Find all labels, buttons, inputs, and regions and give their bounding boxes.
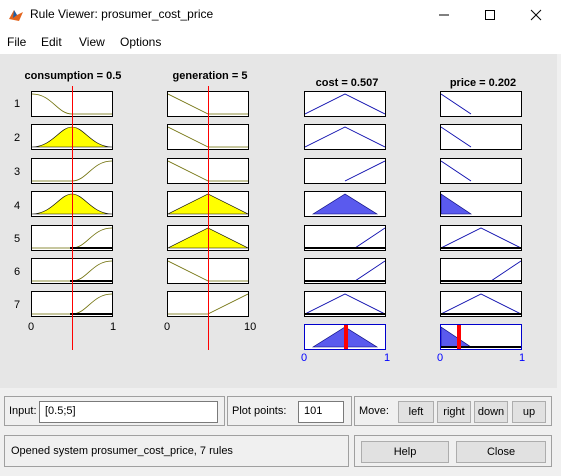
input-group: Input: [0.5;5] [4,396,225,426]
generation-input-marker[interactable] [208,86,209,350]
minimize-icon [439,14,449,16]
price-rule7-plot[interactable] [440,291,522,317]
vertical-edge [557,54,561,388]
consumption-axis-min: 0 [28,321,35,333]
price-rule6-plot[interactable] [440,258,522,284]
close-window-button[interactable] [513,0,559,30]
generation-title: generation = 5 [172,70,248,82]
cost-rule6-plot[interactable] [304,258,386,284]
plot-points-field[interactable]: 101 [298,401,344,423]
cost-rule2-plot[interactable] [304,124,386,150]
move-up-button[interactable]: up [512,401,546,423]
cost-rule5-plot[interactable] [304,225,386,251]
menu-file[interactable]: File [7,35,27,49]
rule-number: 2 [14,132,21,144]
cost-rule3-plot[interactable] [304,158,386,184]
cost-rule7-plot[interactable] [304,291,386,317]
rule-number: 5 [14,233,21,245]
move-right-button[interactable]: right [437,401,471,423]
cost-aggregate-plot[interactable] [304,324,386,350]
move-down-button[interactable]: down [474,401,508,423]
consumption-axis-max: 1 [110,321,117,333]
price-rule1-plot[interactable] [440,91,522,117]
menu-view[interactable]: View [79,35,105,49]
generation-axis-min: 0 [164,321,171,333]
consumption-title: consumption = 0.5 [24,70,122,82]
cost-rule4-plot[interactable] [304,191,386,217]
close-icon [530,9,542,21]
price-rule4-plot[interactable] [440,191,522,217]
cost-axis-min: 0 [301,352,308,364]
price-aggregate-plot[interactable] [440,324,522,350]
window-title: Rule Viewer: prosumer_cost_price [30,7,214,21]
price-axis-min: 0 [437,352,444,364]
rule-number: 1 [14,98,21,110]
price-rule3-plot[interactable] [440,158,522,184]
control-panel: Input: [0.5;5] Plot points: 101 Move: le… [0,388,561,476]
move-group: Move: left right down up [354,396,552,426]
rule-number: 3 [14,166,21,178]
menu-bar: File Edit View Options [0,30,561,54]
status-message: Opened system prosumer_cost_price, 7 rul… [11,445,233,457]
cost-title: cost = 0.507 [315,77,379,89]
maximize-button[interactable] [467,0,513,30]
matlab-app-icon [9,10,23,21]
input-field[interactable]: [0.5;5] [39,401,218,423]
minimize-button[interactable] [421,0,467,30]
generation-axis-max: 10 [244,321,257,333]
cost-axis-max: 1 [384,352,391,364]
menu-options[interactable]: Options [120,35,162,49]
title-bar: Rule Viewer: prosumer_cost_price [0,0,561,30]
price-rule5-plot[interactable] [440,225,522,251]
price-axis-max: 1 [519,352,526,364]
close-button[interactable]: Close [456,441,546,463]
consumption-input-marker[interactable] [72,86,73,350]
rule-number: 7 [14,299,21,311]
action-group: Help Close [354,435,552,467]
rule-number: 4 [14,200,21,212]
maximize-icon [485,10,495,20]
rule-number: 6 [14,266,21,278]
move-label: Move: [359,405,389,417]
plot-points-label: Plot points: [232,405,287,417]
status-group: Opened system prosumer_cost_price, 7 rul… [4,435,349,467]
help-button[interactable]: Help [361,441,449,463]
cost-rule1-plot[interactable] [304,91,386,117]
input-label: Input: [9,405,37,417]
move-left-button[interactable]: left [398,401,434,423]
plot-points-group: Plot points: 101 [227,396,352,426]
price-title: price = 0.202 [449,77,517,89]
menu-edit[interactable]: Edit [41,35,62,49]
price-rule2-plot[interactable] [440,124,522,150]
